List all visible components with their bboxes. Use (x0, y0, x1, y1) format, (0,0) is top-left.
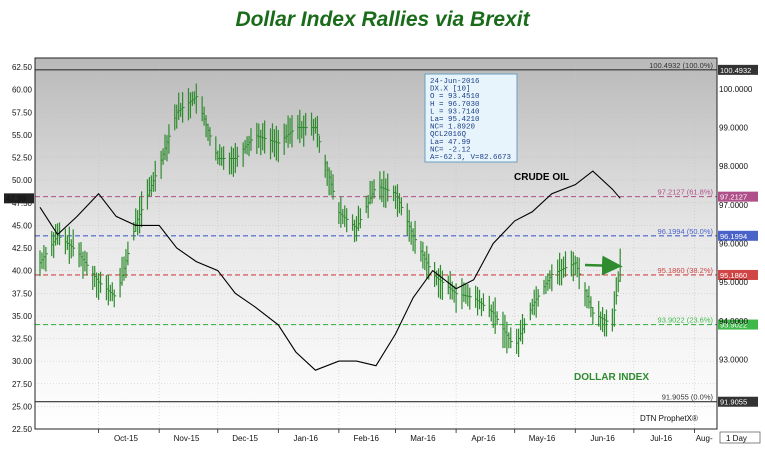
info-box-line: QCL2016Q (430, 131, 467, 139)
crude-oil-label: CRUDE OIL (514, 172, 569, 183)
plot-background (35, 58, 717, 429)
fib-price-label: 96.1994 (720, 232, 747, 241)
fib-price-label: 95.1860 (720, 271, 747, 280)
fib-price-tag (718, 269, 758, 280)
x-axis-tick: Jul-16 (650, 434, 672, 443)
arrow-icon (584, 255, 622, 276)
info-box-line: La= 95.4210 (430, 116, 480, 124)
x-axis-tick: Jun-16 (590, 434, 615, 443)
right-axis-tick: 99.0000 (719, 124, 748, 133)
x-axis-tick: May-16 (529, 434, 556, 443)
left-axis-tick: 57.50 (12, 108, 33, 117)
right-axis-tick: 98.0000 (719, 162, 748, 171)
x-axis-tick: Aug- (696, 434, 713, 443)
left-axis-tick: 42.50 (12, 244, 33, 253)
left-axis-tick: 52.50 (12, 154, 33, 163)
right-axis-tick: 93.0000 (719, 355, 748, 364)
x-axis-tick: Feb-16 (354, 434, 380, 443)
left-axis-tick: 60.00 (12, 86, 33, 95)
interval-label: 1 Day (726, 434, 747, 443)
left-axis-tick: 32.50 (12, 335, 33, 344)
info-box-line: O = 93.4510 (430, 93, 480, 101)
fib-price-tag (718, 396, 758, 407)
x-axis-tick: Oct-15 (114, 434, 139, 443)
x-axis-tick: Dec-15 (232, 434, 258, 443)
chart-title: Dollar Index Rallies via Brexit (235, 8, 530, 31)
crude-oil-line (39, 170, 621, 371)
watermark: DTN ProphetX® (640, 414, 698, 423)
left-axis-tick: 35.00 (12, 312, 33, 321)
fib-price-tag (718, 230, 758, 241)
info-box-line: NC= -2.12 (430, 146, 471, 154)
info-box-line: A=-62.3, V=82.6673 (430, 154, 512, 162)
left-axis-tick: 45.00 (12, 221, 33, 230)
info-box-line: NC= 1.8920 (430, 124, 476, 132)
left-axis-tick: 50.00 (12, 176, 33, 185)
left-axis-tick: 37.50 (12, 289, 33, 298)
fib-label: 95.1860 (38.2%) (658, 266, 714, 275)
left-axis-tick: 25.00 (12, 402, 33, 411)
info-box-line: La= 47.99 (430, 139, 471, 147)
right-axis-tick: 94.0000 (719, 317, 748, 326)
right-axis-tick: 96.0000 (719, 240, 748, 249)
x-axis-tick: Mar-16 (410, 434, 436, 443)
interval-box (719, 431, 761, 444)
fib-price-tag (718, 319, 758, 330)
last-price-tag (4, 193, 34, 204)
left-axis-tick: 30.00 (12, 357, 33, 366)
info-box-line: H = 96.7030 (430, 101, 480, 109)
fib-label: 91.9055 (0.0%) (662, 393, 714, 402)
fib-label: 100.4932 (100.0%) (649, 61, 713, 70)
left-axis-tick: 22.50 (12, 425, 33, 434)
right-axis-tick: 95.0000 (719, 278, 748, 287)
left-axis-tick: 55.00 (12, 131, 33, 140)
right-axis-tick: 97.0000 (719, 201, 748, 210)
info-box-line: L = 93.7140 (430, 108, 480, 116)
dollar-index-label: DOLLAR INDEX (574, 372, 649, 383)
fib-price-label: 91.9055 (720, 398, 747, 407)
fib-price-tag (718, 64, 758, 75)
left-axis-tick: 62.50 (12, 63, 33, 72)
fib-price-label: 93.9022 (720, 321, 747, 330)
fib-label: 96.1994 (50.0%) (658, 227, 714, 236)
fib-label: 93.9022 (23.6%) (658, 316, 714, 325)
x-axis-tick: Nov-15 (174, 434, 200, 443)
fib-price-label: 97.2127 (720, 193, 747, 202)
right-axis-tick: 100.0000 (719, 85, 753, 94)
left-axis-tick: 40.00 (12, 267, 33, 276)
fib-label: 97.2127 (61.8%) (658, 188, 714, 197)
left-axis-tick: 27.50 (12, 380, 33, 389)
last-price-label: 47.99 (6, 194, 27, 203)
x-axis-tick: Jan-16 (293, 434, 318, 443)
plot-frame (34, 57, 718, 430)
info-box-line: DX.X [10] (430, 86, 471, 94)
info-box-line: 24-Jun-2016 (430, 78, 480, 86)
fib-price-tag (718, 191, 758, 202)
x-axis-tick: Apr-16 (471, 434, 496, 443)
fib-price-label: 100.4932 (720, 66, 751, 75)
